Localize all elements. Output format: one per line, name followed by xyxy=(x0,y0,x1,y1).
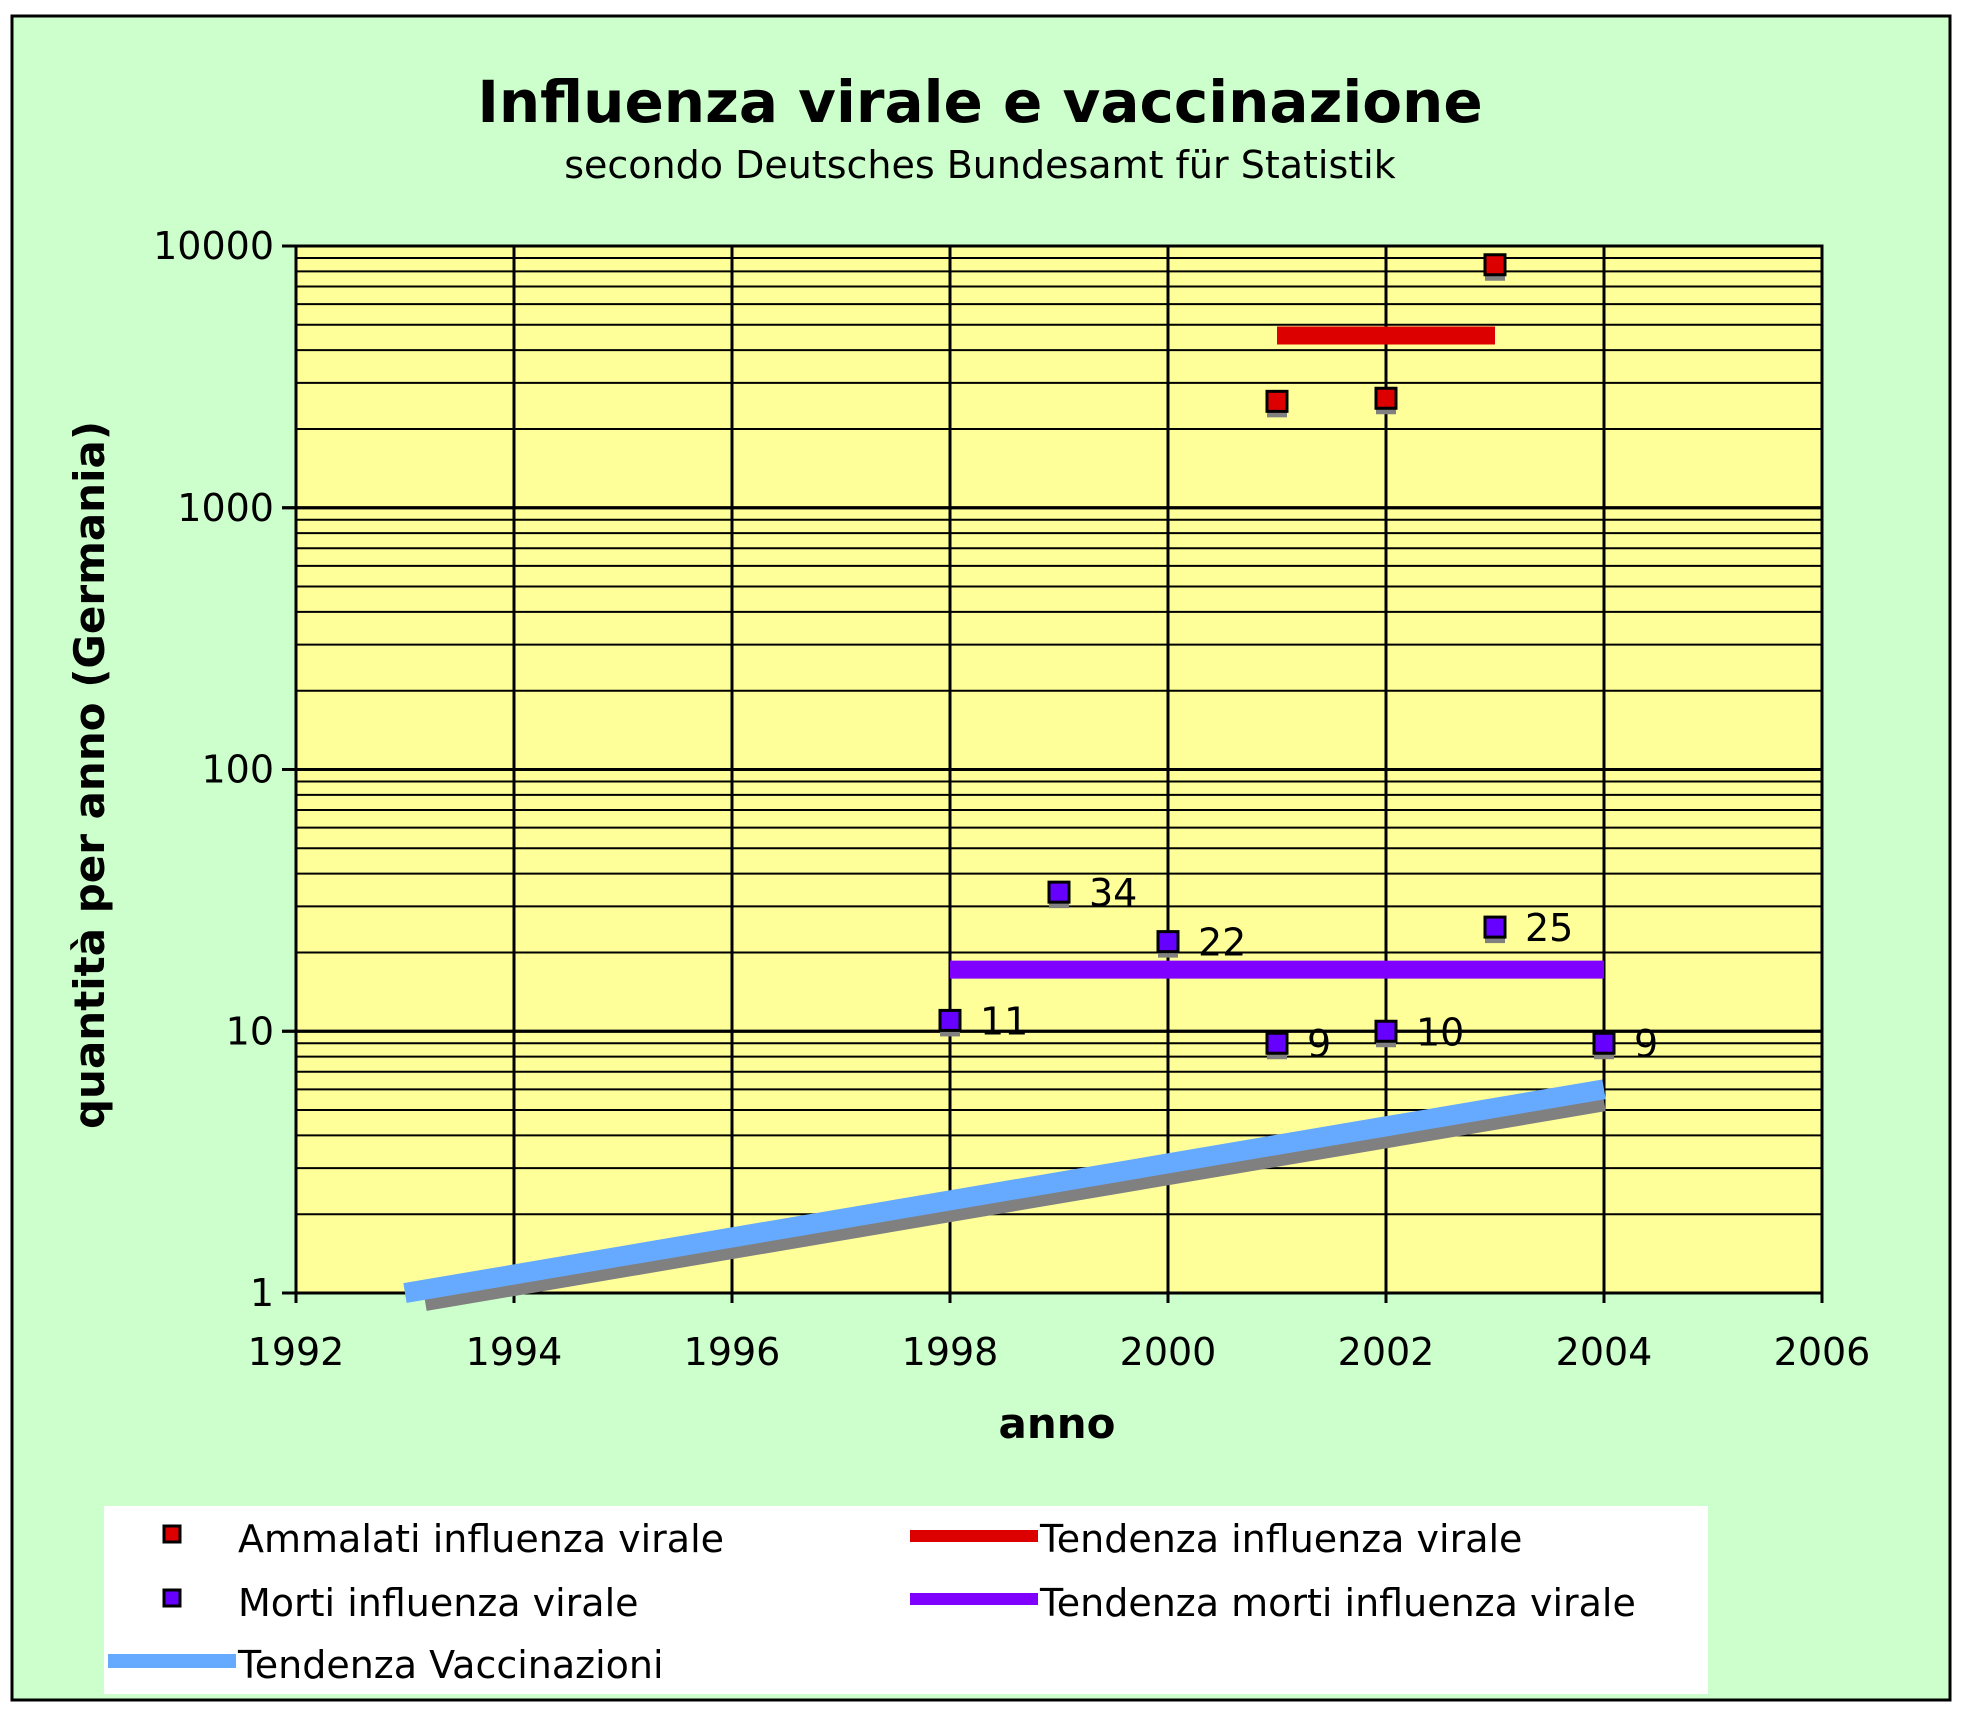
data-point-morti-influenza-virale xyxy=(1047,880,1071,904)
y-tick-label: 10000 xyxy=(153,224,274,268)
legend-box xyxy=(104,1506,1708,1694)
chart-title: Influenza virale e vaccinazione xyxy=(477,68,1482,136)
legend: Ammalati influenza virale Tendenza influ… xyxy=(104,1506,1708,1694)
legend-marker-morti xyxy=(162,1588,182,1608)
data-label: 22 xyxy=(1198,921,1246,965)
legend-line-vaccinazioni xyxy=(108,1654,236,1668)
y-tick-label: 100 xyxy=(201,748,274,792)
x-tick-label: 1998 xyxy=(902,1330,999,1374)
y-tick-label: 1000 xyxy=(177,486,274,530)
data-point-ammalati-influenza-virale xyxy=(1265,389,1289,413)
data-point-morti-influenza-virale xyxy=(1265,1031,1289,1055)
y-axis-title: quantità per anno (Germania) xyxy=(65,421,114,1129)
data-label: 10 xyxy=(1416,1010,1464,1054)
trend-line-tendenza-vaccinazioni xyxy=(403,1079,1606,1303)
plot-area xyxy=(282,244,1824,1303)
legend-marker-ammalati xyxy=(162,1524,182,1544)
y-tick-label: 1 xyxy=(250,1271,274,1315)
legend-label-morti: Morti influenza virale xyxy=(238,1581,639,1625)
data-label: 9 xyxy=(1307,1022,1331,1066)
chart-subtitle: secondo Deutsches Bundesamt für Statisti… xyxy=(564,143,1396,187)
x-tick-label: 2002 xyxy=(1338,1330,1435,1374)
x-tick-label: 2006 xyxy=(1774,1330,1871,1374)
legend-label-ammalati: Ammalati influenza virale xyxy=(238,1517,724,1561)
data-point-morti-influenza-virale xyxy=(1374,1019,1398,1043)
axis-tick-labels: 1992 1994 1996 1998 2000 2002 2004 2006 1 10 100 10… xyxy=(153,224,1870,1374)
x-tick-label: 1992 xyxy=(248,1330,345,1374)
data-label: 11 xyxy=(980,999,1028,1043)
data-label: 34 xyxy=(1089,871,1137,915)
legend-label-vaccinazioni: Tendenza Vaccinazioni xyxy=(237,1643,664,1687)
plot-border xyxy=(294,244,1824,1295)
data-point-morti-influenza-virale xyxy=(1483,915,1507,939)
x-tick-label: 2000 xyxy=(1120,1330,1217,1374)
legend-label-tendenza-influenza: Tendenza influenza virale xyxy=(1039,1517,1522,1561)
data-label: 25 xyxy=(1525,906,1573,950)
data-label: 9 xyxy=(1634,1022,1658,1066)
data-point-ammalati-influenza-virale xyxy=(1483,253,1507,277)
legend-line-tendenza-morti xyxy=(910,1593,1038,1605)
x-tick-label: 1996 xyxy=(684,1330,781,1374)
x-tick-label: 1994 xyxy=(466,1330,563,1374)
x-tick-label: 2004 xyxy=(1556,1330,1653,1374)
legend-label-tendenza-morti: Tendenza morti influenza virale xyxy=(1039,1581,1636,1625)
chart-marks: 11 34 22 9 10 25 9 xyxy=(403,253,1658,1311)
legend-line-tendenza-influenza xyxy=(910,1530,1038,1542)
y-tick-label: 10 xyxy=(226,1009,274,1053)
data-point-morti-influenza-virale xyxy=(1592,1031,1616,1055)
data-point-morti-influenza-virale xyxy=(1156,930,1180,954)
data-point-morti-influenza-virale xyxy=(938,1008,962,1032)
x-axis-title: anno xyxy=(999,1399,1116,1448)
trend-line-shadow xyxy=(423,1091,1606,1311)
data-point-ammalati-influenza-virale xyxy=(1374,386,1398,410)
